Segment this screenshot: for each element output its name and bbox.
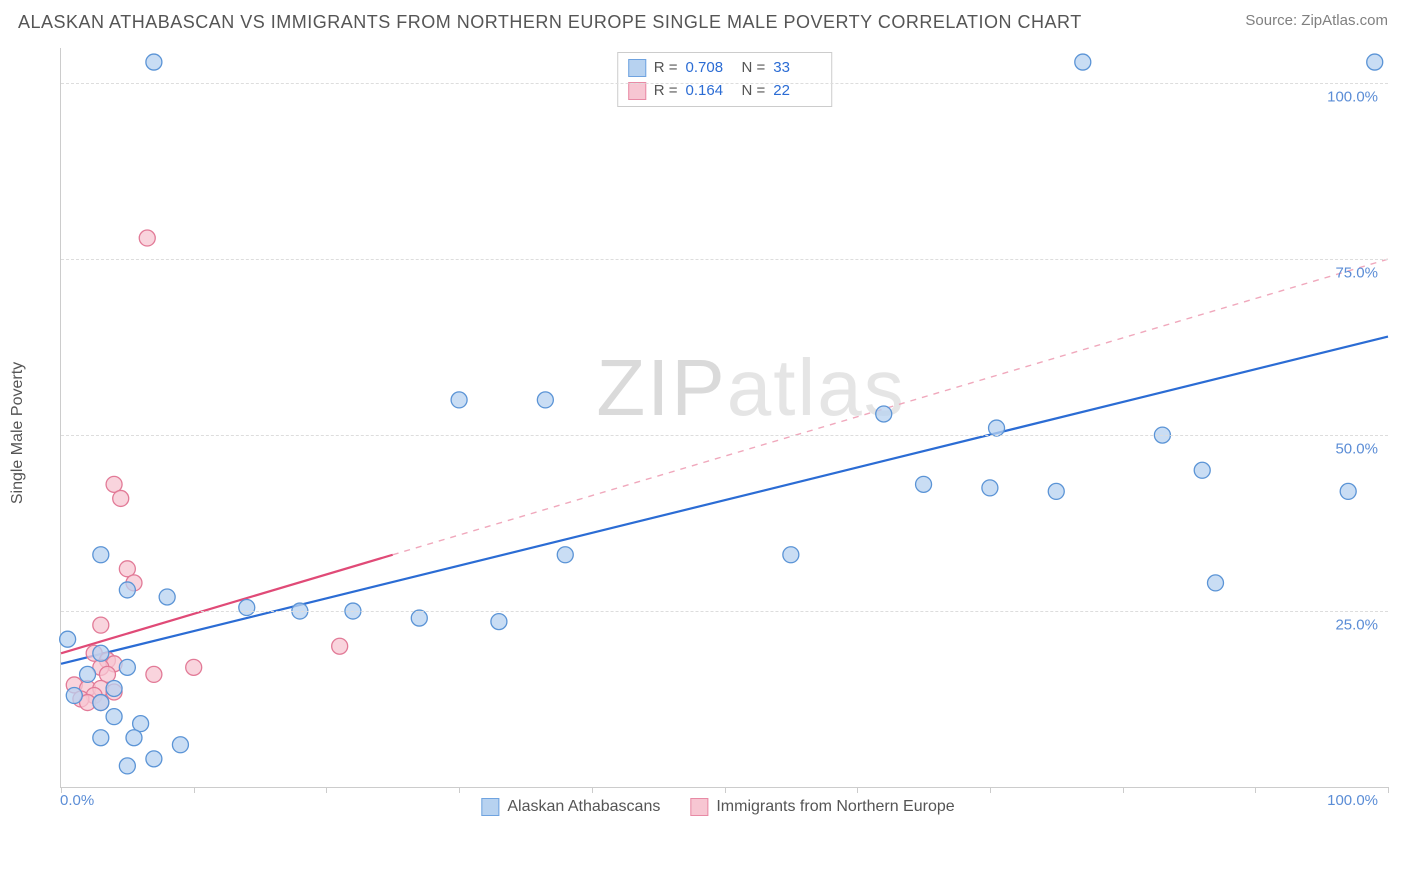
- scatter-point-pink: [139, 230, 155, 246]
- scatter-point-blue: [1367, 54, 1383, 70]
- y-tick-label: 75.0%: [1335, 265, 1378, 282]
- gridline: [61, 435, 1388, 436]
- gridline: [61, 83, 1388, 84]
- legend-swatch: [690, 798, 708, 816]
- scatter-point-blue: [916, 476, 932, 492]
- scatter-point-pink: [93, 617, 109, 633]
- gridline: [61, 611, 1388, 612]
- scatter-point-blue: [411, 610, 427, 626]
- scatter-point-blue: [989, 420, 1005, 436]
- gridline: [61, 259, 1388, 260]
- scatter-point-blue: [783, 547, 799, 563]
- scatter-point-blue: [537, 392, 553, 408]
- scatter-point-blue: [93, 695, 109, 711]
- legend-item: Immigrants from Northern Europe: [690, 798, 954, 816]
- scatter-point-blue: [106, 680, 122, 696]
- legend-label: Immigrants from Northern Europe: [716, 798, 954, 816]
- scatter-point-blue: [1194, 462, 1210, 478]
- source-prefix: Source:: [1245, 12, 1301, 29]
- scatter-point-blue: [146, 54, 162, 70]
- x-tick: [1388, 787, 1389, 793]
- scatter-point-blue: [1048, 483, 1064, 499]
- scatter-point-blue: [451, 392, 467, 408]
- legend-label: Alaskan Athabascans: [507, 798, 660, 816]
- scatter-point-blue: [93, 730, 109, 746]
- scatter-point-blue: [172, 737, 188, 753]
- legend-swatch: [481, 798, 499, 816]
- scatter-point-blue: [239, 600, 255, 616]
- source-attribution: Source: ZipAtlas.com: [1245, 12, 1388, 29]
- x-min-label: 0.0%: [60, 792, 94, 809]
- scatter-point-blue: [119, 758, 135, 774]
- scatter-point-blue: [80, 666, 96, 682]
- scatter-point-blue: [159, 589, 175, 605]
- chart-container: Single Male Poverty ZIPatlas R =0.708N =…: [48, 48, 1388, 818]
- scatter-point-pink: [332, 638, 348, 654]
- x-max-label: 100.0%: [1327, 792, 1378, 809]
- scatter-point-pink: [113, 490, 129, 506]
- scatter-point-pink: [146, 666, 162, 682]
- plot-svg: [61, 48, 1388, 787]
- scatter-point-blue: [93, 547, 109, 563]
- scatter-point-blue: [60, 631, 76, 647]
- scatter-point-blue: [119, 582, 135, 598]
- trend-line: [61, 337, 1388, 664]
- scatter-point-blue: [876, 406, 892, 422]
- scatter-point-blue: [66, 688, 82, 704]
- y-axis-label: Single Male Poverty: [9, 362, 27, 504]
- scatter-point-blue: [557, 547, 573, 563]
- plot-area: ZIPatlas R =0.708N =33R =0.164N =22 25.0…: [60, 48, 1388, 788]
- scatter-point-blue: [146, 751, 162, 767]
- scatter-point-blue: [1207, 575, 1223, 591]
- scatter-point-blue: [93, 645, 109, 661]
- scatter-point-blue: [119, 659, 135, 675]
- scatter-point-blue: [982, 480, 998, 496]
- y-tick-label: 50.0%: [1335, 441, 1378, 458]
- scatter-point-blue: [1075, 54, 1091, 70]
- scatter-point-blue: [491, 614, 507, 630]
- y-tick-label: 100.0%: [1327, 89, 1378, 106]
- legend-item: Alaskan Athabascans: [481, 798, 660, 816]
- scatter-point-blue: [1340, 483, 1356, 499]
- scatter-point-blue: [106, 709, 122, 725]
- source-name: ZipAtlas.com: [1301, 12, 1388, 29]
- chart-title: ALASKAN ATHABASCAN VS IMMIGRANTS FROM NO…: [18, 12, 1082, 33]
- bottom-legend: Alaskan Athabascans Immigrants from North…: [481, 798, 954, 816]
- y-tick-label: 25.0%: [1335, 617, 1378, 634]
- scatter-point-blue: [126, 730, 142, 746]
- scatter-point-pink: [186, 659, 202, 675]
